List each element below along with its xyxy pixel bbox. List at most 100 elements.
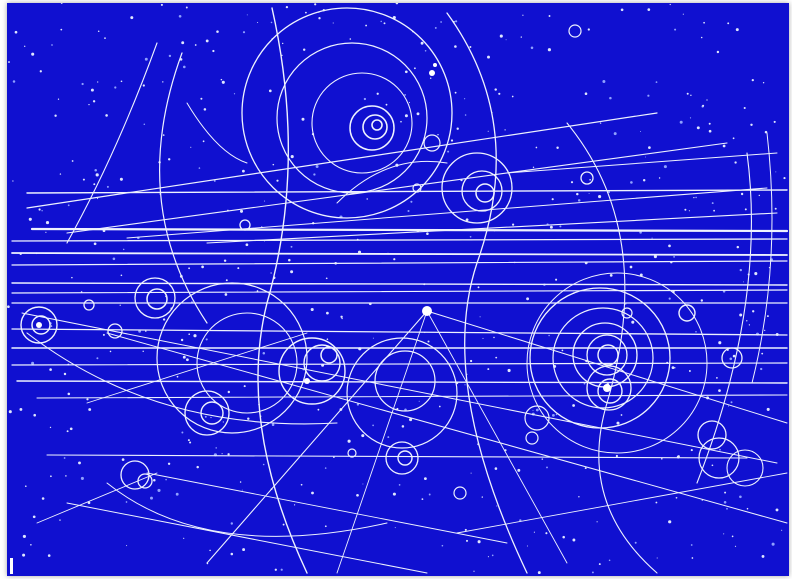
speckle bbox=[526, 545, 528, 547]
speckle bbox=[180, 338, 184, 342]
speckle bbox=[168, 54, 172, 58]
speckle bbox=[689, 117, 692, 119]
speckle bbox=[505, 39, 507, 41]
speckle bbox=[97, 30, 100, 32]
speckle bbox=[533, 531, 535, 533]
speckle bbox=[311, 491, 314, 495]
speckle bbox=[584, 92, 588, 95]
speckle bbox=[576, 192, 579, 196]
speckle bbox=[145, 330, 147, 332]
speckle bbox=[256, 290, 259, 292]
speckle bbox=[535, 146, 538, 149]
speckle bbox=[477, 540, 481, 544]
speckle bbox=[239, 209, 244, 213]
speckle bbox=[356, 493, 359, 497]
speckle bbox=[191, 301, 193, 303]
speckle bbox=[499, 34, 503, 38]
speckle bbox=[477, 286, 480, 289]
speckle bbox=[119, 304, 121, 306]
speckle bbox=[54, 114, 57, 117]
speckle bbox=[469, 46, 472, 48]
speckle bbox=[401, 425, 405, 428]
speckle bbox=[270, 272, 272, 274]
speckle bbox=[120, 274, 123, 277]
speckle bbox=[271, 423, 275, 426]
speckle bbox=[270, 21, 273, 24]
speckle bbox=[221, 80, 225, 84]
speckle bbox=[693, 196, 695, 199]
speckle bbox=[700, 36, 703, 39]
speckle bbox=[668, 244, 671, 248]
spiral-tracks bbox=[20, 7, 764, 500]
speckle bbox=[176, 375, 179, 378]
speckle bbox=[702, 104, 705, 107]
speckle bbox=[613, 132, 617, 136]
speckle bbox=[695, 196, 697, 199]
speckle bbox=[224, 293, 228, 296]
speckle bbox=[743, 106, 746, 110]
speckle bbox=[247, 417, 250, 420]
speckle bbox=[549, 225, 553, 229]
speckle bbox=[724, 491, 727, 494]
speckle bbox=[418, 400, 420, 402]
speckle bbox=[552, 414, 555, 417]
speckle bbox=[711, 202, 714, 205]
speckle bbox=[363, 97, 367, 101]
speckle bbox=[732, 137, 735, 140]
speckle bbox=[761, 352, 764, 355]
speckle bbox=[326, 311, 329, 315]
speckle bbox=[67, 392, 71, 396]
speckle bbox=[162, 81, 164, 83]
speckle bbox=[220, 78, 223, 81]
speckle bbox=[60, 28, 63, 31]
speckle bbox=[718, 389, 721, 392]
speckle bbox=[143, 123, 146, 125]
speckle bbox=[63, 372, 67, 376]
speckle bbox=[727, 405, 730, 407]
speckle bbox=[464, 114, 467, 116]
speckle bbox=[441, 544, 444, 547]
speckle bbox=[556, 146, 559, 149]
speckle bbox=[404, 94, 406, 96]
speckle bbox=[87, 501, 91, 505]
speckle bbox=[464, 528, 467, 531]
speckle bbox=[165, 478, 167, 481]
speckle bbox=[615, 454, 619, 458]
speckle bbox=[14, 30, 18, 34]
speckle bbox=[426, 232, 429, 235]
speckle bbox=[227, 390, 231, 394]
speckle bbox=[734, 161, 737, 164]
speckle bbox=[671, 366, 675, 370]
speckle bbox=[45, 221, 50, 225]
speckle bbox=[464, 384, 466, 386]
speckle bbox=[598, 195, 602, 199]
speckle bbox=[8, 410, 12, 414]
speckle bbox=[112, 257, 116, 261]
speckle bbox=[347, 439, 351, 443]
speckle bbox=[142, 84, 145, 87]
speckle bbox=[106, 185, 109, 188]
speckle bbox=[602, 80, 606, 83]
speckle bbox=[349, 38, 352, 40]
speckle bbox=[222, 421, 224, 423]
speckle bbox=[230, 522, 233, 525]
speckle bbox=[706, 99, 708, 101]
speckle bbox=[572, 538, 576, 542]
speckle bbox=[758, 194, 761, 197]
speckle bbox=[723, 533, 725, 535]
speckle bbox=[668, 520, 672, 524]
speckle bbox=[695, 331, 697, 333]
speckle bbox=[629, 265, 633, 269]
speckle bbox=[719, 448, 721, 451]
speckle bbox=[716, 50, 720, 54]
speckle bbox=[751, 78, 754, 82]
speckle bbox=[739, 495, 742, 499]
speckle bbox=[361, 434, 365, 438]
speckle bbox=[200, 97, 203, 100]
speckle bbox=[450, 139, 454, 142]
speckle bbox=[119, 177, 123, 181]
speckle bbox=[51, 44, 53, 46]
speckle bbox=[318, 17, 321, 20]
speckle bbox=[47, 554, 51, 557]
speckle bbox=[150, 496, 153, 500]
